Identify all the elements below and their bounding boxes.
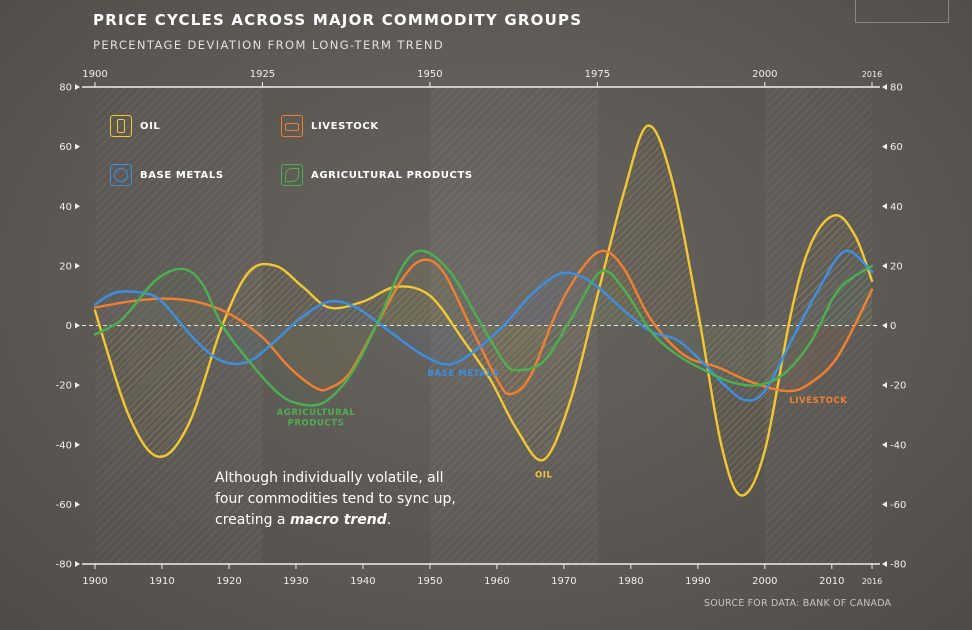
y-tick-marker-right — [882, 501, 887, 508]
y-tick-marker-left — [75, 322, 80, 329]
y-tick-marker-left — [75, 382, 80, 389]
y-tick-label-right: 80 — [890, 83, 903, 94]
y-tick-marker-right — [882, 84, 887, 90]
note-line-3-prefix: creating a — [215, 512, 290, 528]
y-tick-marker-right — [882, 561, 887, 567]
x-tick-label-bottom: 1950 — [417, 576, 442, 587]
note-line-3-suffix: . — [386, 512, 392, 528]
agriculture-icon — [281, 164, 303, 186]
x-tick-label-top: 2000 — [752, 69, 777, 80]
y-tick-marker-left — [75, 203, 80, 210]
data-source: SOURCE FOR DATA: BANK OF CANADA — [704, 598, 892, 609]
y-tick-label-right: -60 — [890, 500, 906, 511]
x-tick-label-bottom: 2000 — [752, 576, 777, 587]
corner-decoration — [855, 0, 949, 23]
y-tick-marker-right — [882, 203, 887, 210]
x-tick-label-top: 1900 — [82, 69, 107, 80]
series-annotation: AGRICULTURAL — [277, 408, 356, 418]
y-tick-marker-left — [75, 441, 80, 448]
x-tick-label-bottom: 1970 — [551, 576, 576, 587]
x-tick-label-bottom: 1980 — [618, 576, 643, 587]
y-tick-label-right: 20 — [890, 261, 903, 272]
y-tick-marker-left — [75, 143, 80, 150]
y-tick-label-left: 0 — [66, 321, 72, 332]
x-tick-label-top: 1975 — [585, 69, 610, 80]
y-tick-marker-right — [882, 322, 887, 329]
y-tick-label-right: 0 — [890, 321, 896, 332]
note-line-1: Although individually volatile, all — [215, 470, 444, 486]
y-tick-marker-left — [75, 84, 80, 90]
x-tick-label-top: 2016 — [862, 70, 882, 79]
y-tick-marker-left — [75, 561, 80, 567]
x-tick-label-bottom: 1990 — [685, 576, 710, 587]
x-tick-label-bottom: 1900 — [82, 576, 107, 587]
series-line-livestock — [93, 249, 874, 396]
y-tick-label-left: -80 — [56, 560, 72, 571]
note-line-3-bold: macro trend — [289, 512, 387, 528]
legend-label-base-metals: BASE METALS — [140, 169, 224, 181]
annotation-note: Although individually volatile, all four… — [215, 468, 515, 531]
chart-subtitle: PERCENTAGE DEVIATION FROM LONG-TERM TREN… — [93, 38, 445, 52]
y-tick-label-left: 80 — [59, 83, 72, 94]
y-tick-label-right: -40 — [890, 440, 906, 451]
y-tick-marker-left — [75, 262, 80, 269]
y-tick-label-left: 40 — [59, 202, 72, 213]
series-line-oil — [93, 124, 874, 497]
y-tick-label-left: -60 — [56, 500, 72, 511]
legend-item-livestock: LIVESTOCK — [281, 115, 379, 137]
x-tick-label-bottom: 1920 — [216, 576, 241, 587]
y-tick-marker-right — [882, 143, 887, 150]
legend-label-oil: OIL — [140, 120, 161, 132]
legend-item-base-metals: BASE METALS — [110, 164, 224, 186]
chart-title: PRICE CYCLES ACROSS MAJOR COMMODITY GROU… — [93, 11, 583, 29]
x-tick-label-top: 1925 — [250, 69, 275, 80]
area-livestock — [95, 250, 872, 395]
legend-item-oil: OIL — [110, 115, 160, 137]
area-oil — [95, 125, 872, 496]
y-tick-label-right: 40 — [890, 202, 903, 213]
y-tick-label-left: -20 — [56, 381, 72, 392]
legend-label-agricultural: AGRICULTURAL PRODUCTS — [311, 169, 473, 181]
note-line-2: four commodities tend to sync up, — [215, 491, 456, 507]
base-metals-icon — [110, 164, 132, 186]
area-base-metals — [95, 250, 872, 401]
series-line-agricultural-products — [93, 249, 874, 407]
x-tick-label-bottom: 1940 — [350, 576, 375, 587]
y-tick-label-left: -40 — [56, 440, 72, 451]
y-tick-marker-left — [75, 501, 80, 508]
x-tick-label-bottom: 1960 — [484, 576, 509, 587]
y-tick-marker-right — [882, 382, 887, 389]
series-line-base-metals — [93, 249, 874, 402]
x-tick-label-bottom: 1930 — [283, 576, 308, 587]
oil-barrel-icon — [110, 115, 132, 137]
series-annotation: OIL — [535, 471, 553, 481]
series-annotation: BASE METALS — [427, 369, 499, 379]
y-tick-marker-right — [882, 262, 887, 269]
x-tick-label-bottom: 2010 — [819, 576, 844, 587]
livestock-icon — [281, 115, 303, 137]
series-annotation: PRODUCTS — [288, 418, 345, 428]
x-tick-label-top: 1950 — [417, 69, 442, 80]
x-tick-label-bottom: 2016 — [862, 577, 882, 586]
x-tick-label-bottom: 1910 — [149, 576, 174, 587]
y-tick-label-left: 20 — [59, 261, 72, 272]
y-tick-label-right: -20 — [890, 381, 906, 392]
legend-item-agricultural: AGRICULTURAL PRODUCTS — [281, 164, 473, 186]
y-tick-label-right: 60 — [890, 142, 903, 153]
y-tick-label-left: 60 — [59, 142, 72, 153]
y-tick-marker-right — [882, 441, 887, 448]
legend-label-livestock: LIVESTOCK — [311, 120, 379, 132]
series-annotation: LIVESTOCK — [789, 396, 847, 406]
y-tick-label-right: -80 — [890, 560, 906, 571]
